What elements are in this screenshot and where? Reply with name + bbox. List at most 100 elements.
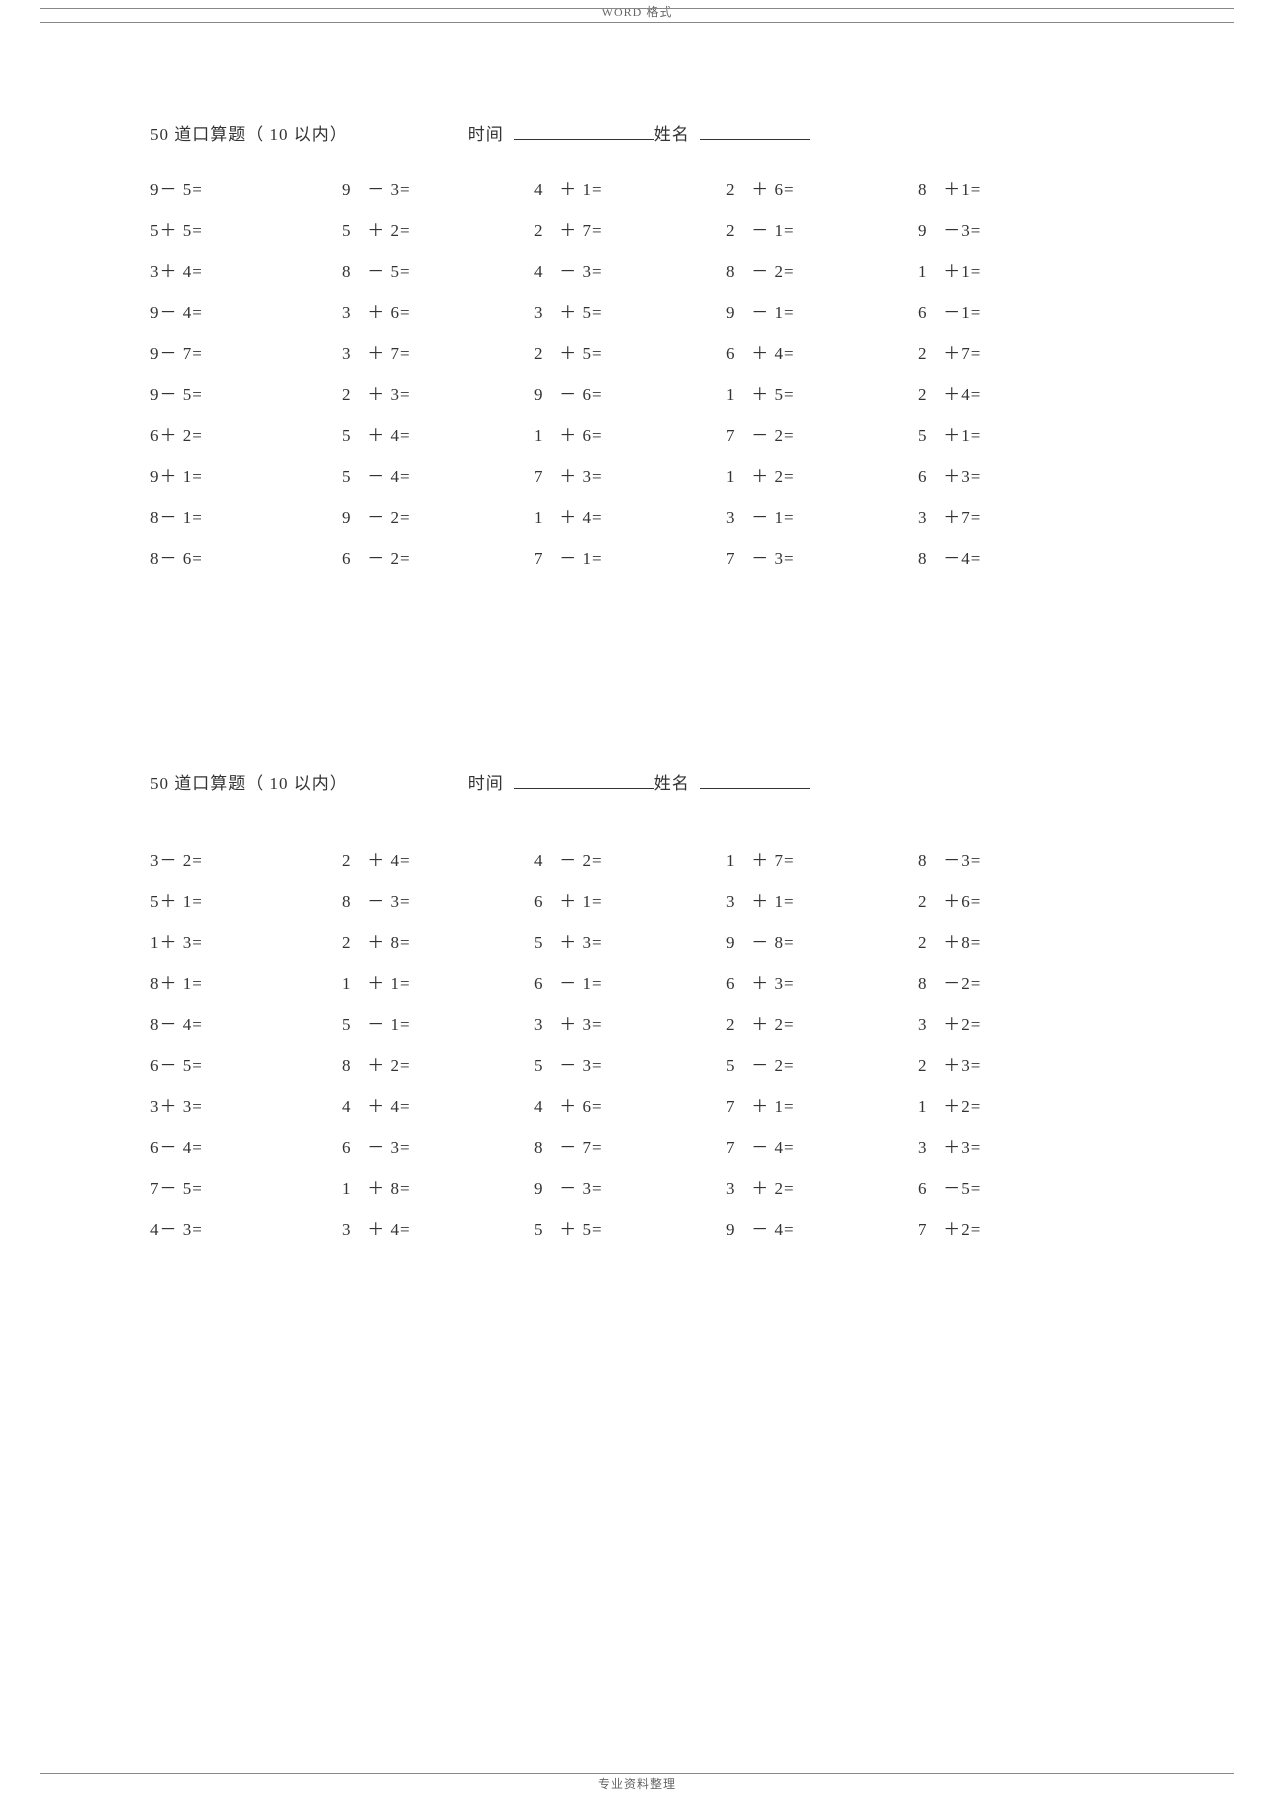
section-title: 50 道口算题（ 10 以内） xyxy=(150,769,348,794)
problem-cell: 3 ＋2= xyxy=(918,1010,1110,1035)
time-blank xyxy=(514,770,654,789)
problem-cell: 8＋ 1= xyxy=(150,969,342,994)
problem-cell: 1 ＋2= xyxy=(918,1092,1110,1117)
problem-cell: 1 ＋ 5= xyxy=(726,380,918,405)
problem-cell: 2 ＋ 6= xyxy=(726,175,918,200)
problem-cell: 5 ＋ 3= xyxy=(534,928,726,953)
problem-cell: 3 ＋7= xyxy=(918,503,1110,528)
problem-cell: 5＋ 5= xyxy=(150,216,342,241)
problem-cell: 8 ＋ 2= xyxy=(342,1051,534,1076)
problem-cell: 5＋ 1= xyxy=(150,887,342,912)
problem-cell: 7 ＋2= xyxy=(918,1215,1110,1240)
header-rule-top xyxy=(40,8,1234,9)
problem-cell: 2 ＋ 4= xyxy=(342,846,534,871)
problem-cell: 6 － 1= xyxy=(534,969,726,994)
problem-cell: 2 ＋7= xyxy=(918,339,1110,364)
problem-cell: 4 ＋ 4= xyxy=(342,1092,534,1117)
problem-cell: 4 ＋ 6= xyxy=(534,1092,726,1117)
section-title-row: 50 道口算题（ 10 以内） 时间 姓名 xyxy=(150,120,1110,145)
problem-cell: 9－ 7= xyxy=(150,339,342,364)
problem-cell: 3 ＋ 2= xyxy=(726,1174,918,1199)
section-title-row: 50 道口算题（ 10 以内） 时间 姓名 xyxy=(150,769,1110,794)
problem-cell: 9－ 5= xyxy=(150,175,342,200)
page-footer-text: 专业资料整理 xyxy=(0,1775,1274,1792)
problem-cell: 3 － 1= xyxy=(726,503,918,528)
problem-cell: 6 － 3= xyxy=(342,1133,534,1158)
problem-cell: 3 ＋ 3= xyxy=(534,1010,726,1035)
problem-cell: 8 ＋1= xyxy=(918,175,1110,200)
problem-cell: 9＋ 1= xyxy=(150,462,342,487)
problem-cell: 7 － 3= xyxy=(726,544,918,569)
problem-cell: 4－ 3= xyxy=(150,1215,342,1240)
problem-cell: 9 － 3= xyxy=(534,1174,726,1199)
problem-cell: 2 ＋6= xyxy=(918,887,1110,912)
problem-cell: 7 － 2= xyxy=(726,421,918,446)
problem-cell: 6 －1= xyxy=(918,298,1110,323)
problem-cell: 8－ 4= xyxy=(150,1010,342,1035)
problem-cell: 3 ＋ 7= xyxy=(342,339,534,364)
time-label: 时间 xyxy=(468,120,504,145)
footer-rule xyxy=(40,1773,1234,1774)
problem-cell: 5 － 3= xyxy=(534,1051,726,1076)
problem-cell: 6 ＋ 1= xyxy=(534,887,726,912)
problem-cell: 7 － 4= xyxy=(726,1133,918,1158)
problem-cell: 3 ＋ 4= xyxy=(342,1215,534,1240)
problem-cell: 1＋ 3= xyxy=(150,928,342,953)
problem-cell: 4 － 3= xyxy=(534,257,726,282)
problem-cell: 9 － 4= xyxy=(726,1215,918,1240)
problem-cell: 6 ＋3= xyxy=(918,462,1110,487)
problem-cell: 9 －3= xyxy=(918,216,1110,241)
problem-cell: 7－ 5= xyxy=(150,1174,342,1199)
problem-cell: 7 ＋ 3= xyxy=(534,462,726,487)
problem-cell: 8 －3= xyxy=(918,846,1110,871)
problem-cell: 3 ＋ 5= xyxy=(534,298,726,323)
problem-cell: 6 ＋ 4= xyxy=(726,339,918,364)
spacer xyxy=(150,824,1110,846)
problem-cell: 2 － 1= xyxy=(726,216,918,241)
problem-cell: 3 ＋ 1= xyxy=(726,887,918,912)
name-blank xyxy=(700,121,810,140)
problem-cell: 1 ＋ 6= xyxy=(534,421,726,446)
problem-cell: 6－ 5= xyxy=(150,1051,342,1076)
problem-cell: 5 － 4= xyxy=(342,462,534,487)
worksheet-section: 50 道口算题（ 10 以内）时间姓名9－ 5=9 － 3=4 ＋ 1=2 ＋ … xyxy=(150,120,1110,569)
problem-cell: 2 ＋3= xyxy=(918,1051,1110,1076)
problem-cell: 2 ＋ 2= xyxy=(726,1010,918,1035)
problem-cell: 1 ＋ 2= xyxy=(726,462,918,487)
section-title: 50 道口算题（ 10 以内） xyxy=(150,120,348,145)
problem-cell: 3＋ 4= xyxy=(150,257,342,282)
page-content: 50 道口算题（ 10 以内）时间姓名9－ 5=9 － 3=4 ＋ 1=2 ＋ … xyxy=(150,120,1110,1440)
problem-cell: 6 － 2= xyxy=(342,544,534,569)
problem-cell: 9 － 2= xyxy=(342,503,534,528)
problem-cell: 9 － 3= xyxy=(342,175,534,200)
problem-cell: 2 ＋ 5= xyxy=(534,339,726,364)
problem-cell: 9 － 1= xyxy=(726,298,918,323)
problem-cell: 3＋ 3= xyxy=(150,1092,342,1117)
problem-grid: 9－ 5=9 － 3=4 ＋ 1=2 ＋ 6=8 ＋1=5＋ 5=5 ＋ 2=2… xyxy=(150,175,1110,569)
problem-cell: 8 － 2= xyxy=(726,257,918,282)
problem-cell: 8－ 6= xyxy=(150,544,342,569)
time-blank xyxy=(514,121,654,140)
problem-cell: 5 ＋ 2= xyxy=(342,216,534,241)
problem-cell: 2 ＋ 3= xyxy=(342,380,534,405)
problem-cell: 2 ＋4= xyxy=(918,380,1110,405)
problem-cell: 7 ＋ 1= xyxy=(726,1092,918,1117)
problem-cell: 5 ＋ 4= xyxy=(342,421,534,446)
problem-cell: 9－ 5= xyxy=(150,380,342,405)
name-blank xyxy=(700,770,810,789)
problem-cell: 2 ＋ 7= xyxy=(534,216,726,241)
problem-cell: 2 ＋ 8= xyxy=(342,928,534,953)
header-rule-bottom xyxy=(40,22,1234,23)
problem-cell: 1 ＋ 8= xyxy=(342,1174,534,1199)
name-label: 姓名 xyxy=(654,120,690,145)
problem-cell: 1 ＋ 7= xyxy=(726,846,918,871)
problem-cell: 8 －4= xyxy=(918,544,1110,569)
time-label: 时间 xyxy=(468,769,504,794)
name-label: 姓名 xyxy=(654,769,690,794)
worksheet-section: 50 道口算题（ 10 以内）时间姓名3－ 2=2 ＋ 4=4 － 2=1 ＋ … xyxy=(150,769,1110,1240)
problem-cell: 6 －5= xyxy=(918,1174,1110,1199)
problem-cell: 8 － 5= xyxy=(342,257,534,282)
problem-cell: 9 － 6= xyxy=(534,380,726,405)
problem-cell: 4 ＋ 1= xyxy=(534,175,726,200)
problem-cell: 1 ＋1= xyxy=(918,257,1110,282)
